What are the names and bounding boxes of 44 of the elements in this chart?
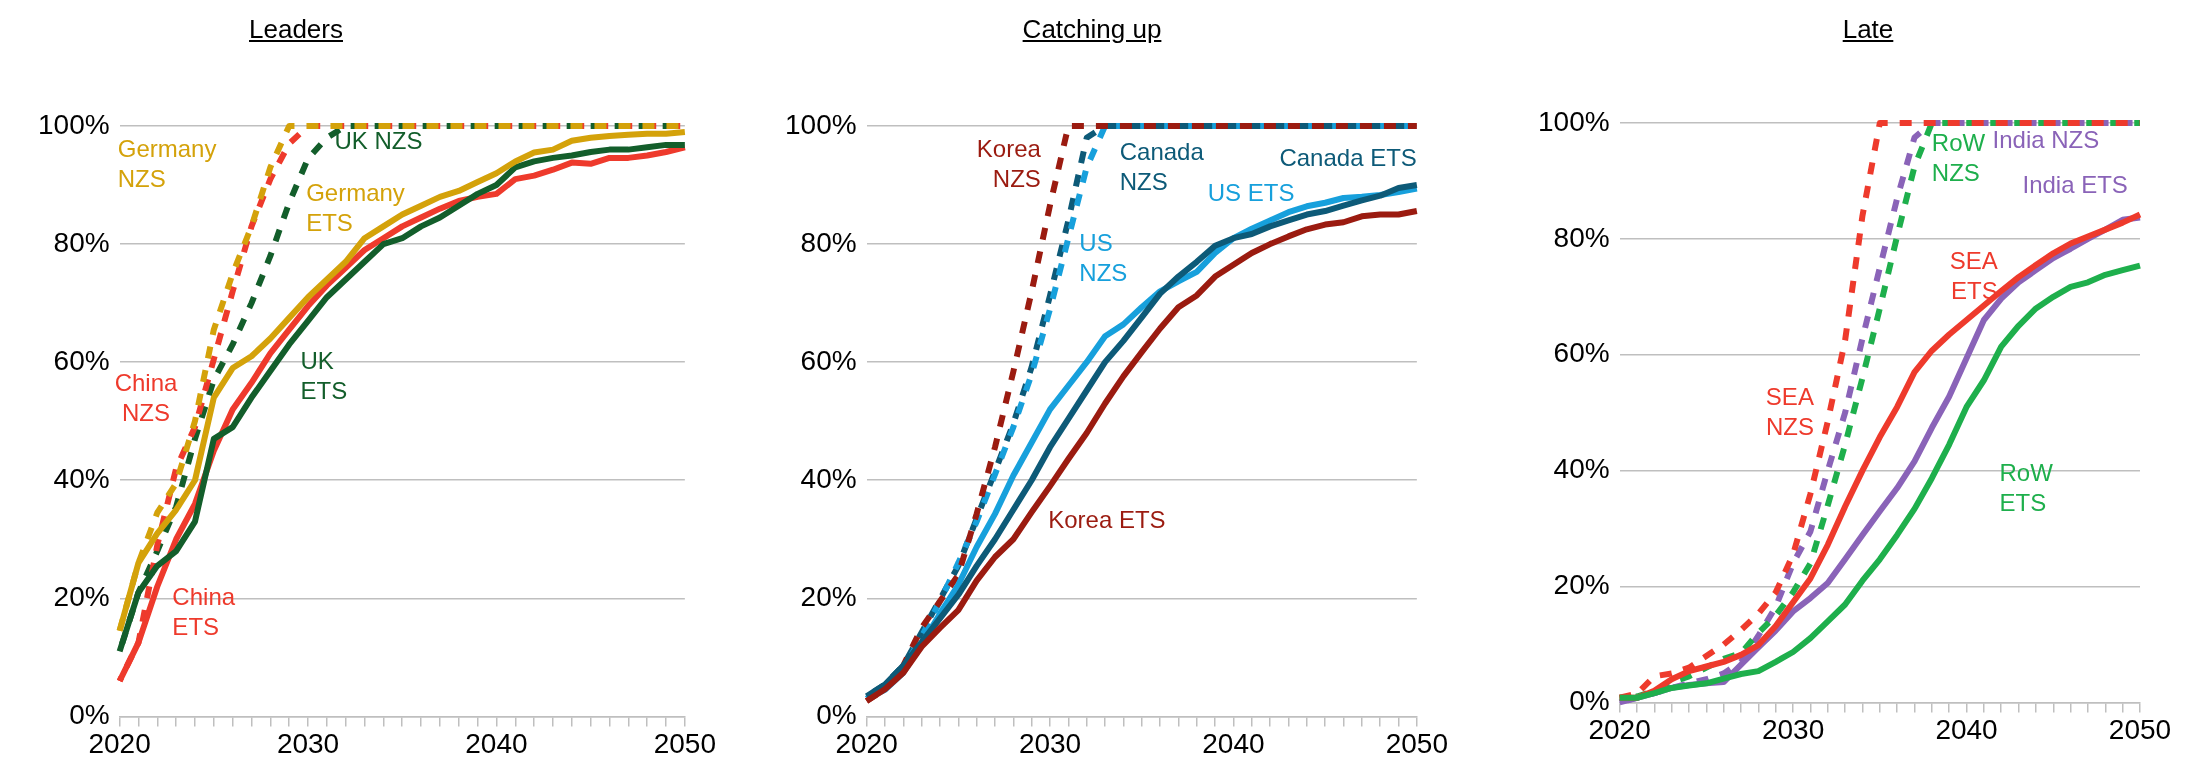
x-tick-label: 2030: [1018, 727, 1082, 759]
x-tick-label: 2050: [653, 727, 716, 759]
chart-title: Late: [1842, 14, 1894, 45]
y-tick-label: 60%: [1553, 337, 1610, 369]
series-label: China ETS: [172, 582, 236, 640]
series-label: US ETS: [1207, 178, 1295, 206]
series-label: China NZS: [114, 369, 178, 427]
y-tick-label: 100%: [37, 108, 110, 140]
text: RoW ETS: [1999, 458, 2054, 516]
x-tick-label: 2040: [1935, 713, 1998, 745]
series-label: Korea ETS: [1048, 506, 1166, 534]
y-tick-label: 40%: [53, 462, 110, 494]
y-tick-label: 100%: [784, 108, 857, 140]
y-tick-label: 80%: [1553, 221, 1610, 253]
chart-title: Catching up: [1022, 14, 1162, 45]
series-label: Germany ETS: [306, 178, 405, 236]
series-label: SEA NZS: [1765, 383, 1814, 441]
x-tick-label: 2040: [465, 727, 528, 759]
x-tick-label: 2050: [2108, 713, 2172, 745]
x-tick-label: 2030: [1761, 713, 1825, 745]
series-label: UK NZS: [334, 126, 423, 154]
y-tick-label: 60%: [53, 344, 110, 376]
series-label: Canada NZS: [1119, 138, 1205, 196]
series-label: UK ETS: [300, 346, 348, 404]
x-tick-label: 2040: [1202, 727, 1265, 759]
series-label: India NZS: [1992, 126, 2100, 154]
y-tick-label: 20%: [53, 581, 110, 613]
y-tick-label: 100%: [1537, 105, 1610, 137]
x-tick-label: 2030: [276, 727, 340, 759]
chart-title: Leaders: [249, 14, 343, 45]
x-tick-label: 2050: [1385, 727, 1448, 759]
y-tick-label: 80%: [53, 226, 110, 258]
y-tick-label: 20%: [1553, 569, 1610, 601]
series-label: Korea NZS: [976, 135, 1042, 193]
y-tick-label: 60%: [800, 344, 857, 376]
series-label: RoW NZS: [1931, 129, 1986, 187]
y-tick-label: 80%: [800, 226, 857, 258]
series-label: India ETS: [2022, 171, 2128, 199]
y-tick-label: 20%: [800, 581, 857, 613]
series-label: Germany NZS: [117, 135, 217, 193]
y-tick-label: 40%: [1553, 453, 1610, 485]
series-label: Canada ETS: [1279, 144, 1417, 172]
y-tick-label: 40%: [800, 462, 857, 494]
series-label: US NZS: [1079, 228, 1128, 286]
